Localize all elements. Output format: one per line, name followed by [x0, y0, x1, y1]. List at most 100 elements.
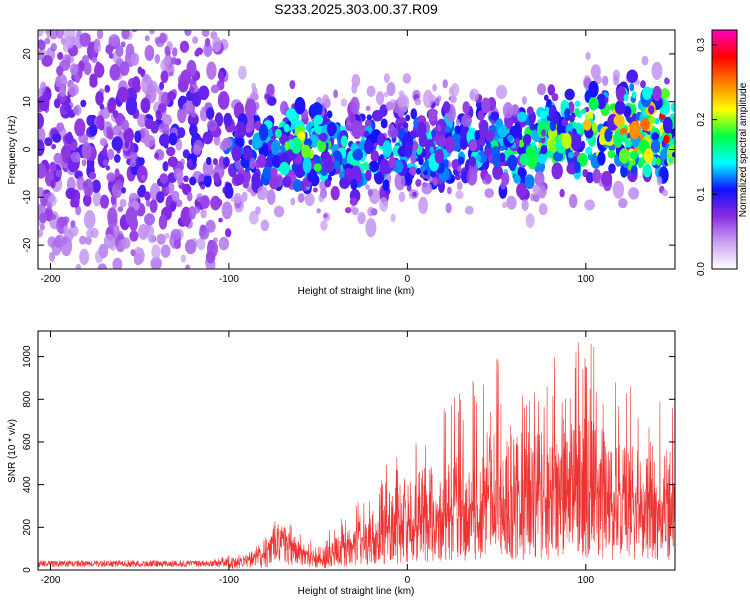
spectral-blob [616, 85, 627, 102]
spectral-blob [76, 30, 82, 37]
spectral-blob [321, 94, 330, 109]
spectral-blob [88, 123, 98, 137]
spectral-blob [233, 173, 245, 185]
spectral-blob [585, 52, 591, 60]
spectral-blob [50, 179, 56, 189]
spectral-blob [462, 101, 471, 114]
spectral-blob [447, 186, 452, 195]
spectral-blob [319, 188, 328, 199]
spectral-blob [613, 114, 625, 127]
spectral-blob [564, 108, 571, 119]
spectral-blob [323, 213, 328, 219]
spectral-blob [80, 99, 87, 108]
spectral-blob [574, 107, 580, 117]
spectral-blob [154, 54, 161, 64]
spectral-blob [418, 132, 428, 148]
spectral-blob [382, 179, 390, 191]
spectral-blob [203, 42, 213, 58]
spectral-blob [201, 30, 210, 37]
spectral-blob [188, 158, 193, 167]
spectral-blob [159, 32, 167, 44]
spectral-blob [551, 162, 563, 180]
spectral-blob [631, 165, 638, 175]
spectral-blob [474, 130, 480, 141]
spectral-blob [245, 167, 250, 173]
spectral-blob [502, 102, 514, 119]
spectral-blob [257, 190, 265, 200]
spectral-blob [561, 118, 568, 127]
spectral-blob [114, 168, 120, 178]
spectral-blob [145, 199, 151, 207]
spectral-blob [53, 98, 61, 109]
figure-title: S233.2025.303.00.37.R09 [274, 1, 438, 17]
spectral-blob [382, 140, 392, 158]
spectral-blob [279, 161, 290, 176]
spectral-blob [435, 135, 447, 147]
spectral-blob [185, 239, 197, 255]
spectral-blob [177, 174, 184, 186]
spectral-blob [218, 91, 230, 110]
y-tick-label: 200 [22, 519, 33, 536]
spectral-blob [372, 110, 383, 122]
spectral-blob [501, 172, 510, 186]
spectral-blob [289, 80, 296, 90]
spectrogram-blobs [38, 30, 675, 269]
spectral-blob [435, 97, 440, 107]
spectral-blob [104, 84, 111, 93]
spectral-blob [608, 163, 616, 174]
spectral-blob [96, 115, 105, 130]
spectral-blob [204, 37, 211, 47]
spectral-blob [166, 146, 176, 157]
spectral-blob [423, 89, 434, 108]
spectral-blob [406, 184, 412, 192]
spectral-blob [370, 208, 378, 216]
spectral-blob [202, 131, 213, 145]
spectral-blob [233, 125, 238, 132]
snr-panel: -200 -100 0 100 0 200 400 600 800 1000 Height of… [7, 330, 676, 597]
spectral-blob [490, 111, 500, 121]
spectral-blob [405, 173, 413, 186]
spectral-blob [54, 235, 62, 248]
spectral-blob [119, 61, 130, 76]
spectral-blob [521, 199, 529, 211]
colorbar-tick-label: 0.0 [696, 262, 707, 276]
spectral-blob [206, 107, 215, 120]
spectral-blob [642, 164, 652, 178]
spectral-blob [399, 127, 405, 137]
spectral-blob [51, 143, 57, 150]
spectral-blob [132, 76, 141, 90]
spectral-blob [548, 139, 557, 154]
spectral-blob [629, 83, 635, 92]
spectral-blob [499, 152, 506, 163]
spectral-blob [75, 263, 82, 269]
spectral-blob [362, 162, 370, 171]
spectral-blob [115, 45, 124, 57]
spectral-blob [383, 73, 390, 84]
spectral-blob [405, 114, 411, 122]
spectral-blob [311, 102, 323, 117]
spectral-blob [660, 88, 670, 99]
spectral-blob [162, 124, 170, 137]
spectral-blob [180, 254, 186, 263]
spectral-blob [154, 152, 160, 159]
spectral-blob [248, 210, 259, 225]
spectral-blob [320, 220, 328, 231]
spectral-blob [160, 58, 170, 72]
spectral-blob [383, 201, 388, 207]
spectral-blob [241, 191, 248, 202]
spectral-blob [415, 168, 422, 175]
spectral-blob [481, 97, 491, 114]
x-tick-label: 0 [405, 575, 411, 586]
spectral-blob [38, 139, 45, 157]
spectral-blob [218, 217, 223, 223]
spectral-blob [599, 134, 606, 145]
spectral-blob [340, 135, 348, 147]
spectral-blob [189, 123, 198, 137]
spectral-blob [39, 223, 45, 231]
spectral-blob [294, 164, 306, 178]
spectral-blob [513, 174, 521, 184]
spectral-blob [108, 97, 116, 107]
spectral-blob [50, 213, 57, 220]
spectral-blob [398, 191, 406, 203]
